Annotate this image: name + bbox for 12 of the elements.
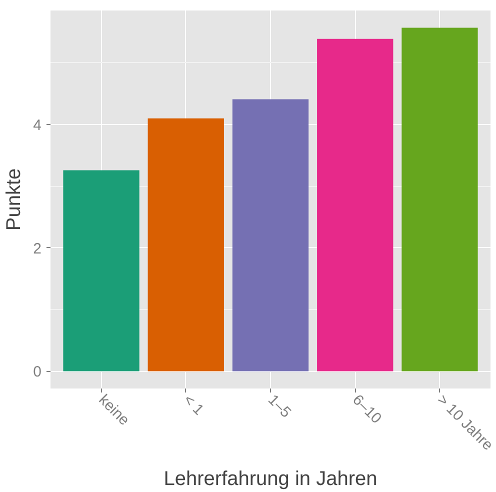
bar: [317, 38, 394, 372]
bar: [232, 99, 309, 372]
x-tick-label: 1–5: [264, 391, 294, 422]
bar: [63, 170, 140, 372]
x-tick-label: < 1: [180, 391, 207, 419]
y-tick-label: 4: [33, 117, 42, 134]
bar: [402, 28, 478, 372]
x-axis-title: Lehrerfahrung in Jahren: [164, 468, 378, 490]
bar: [148, 118, 224, 372]
y-tick-label: 0: [33, 364, 42, 381]
y-tick-label: 2: [33, 240, 42, 258]
y-axis-title: Punkte: [3, 168, 26, 231]
